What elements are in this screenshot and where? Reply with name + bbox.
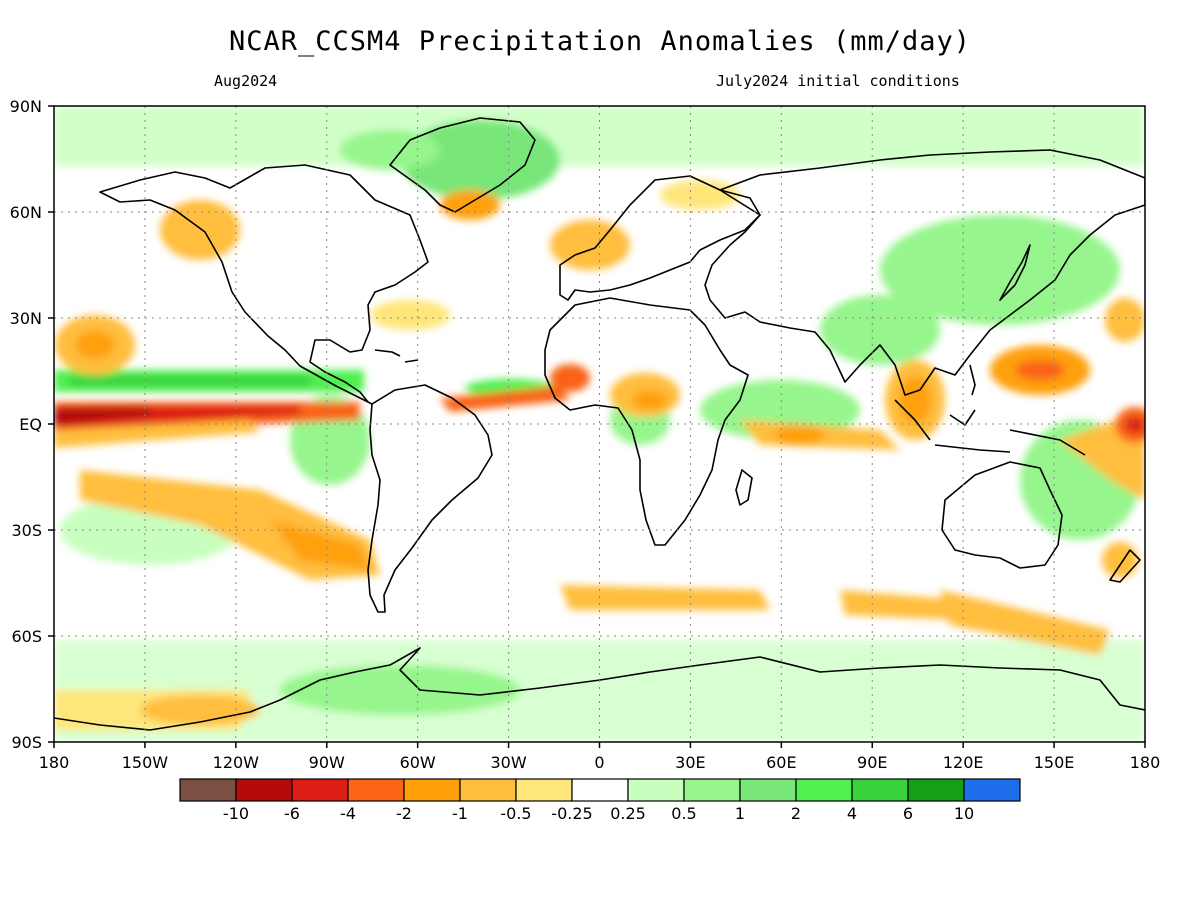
latitude-axis: 90N 60N 30N EQ 30S 60S 90S xyxy=(10,97,54,752)
lat-tick-label: 30N xyxy=(10,309,42,328)
lat-tick-label: 90S xyxy=(11,733,42,752)
lon-tick-label: 0 xyxy=(594,753,604,772)
colorbar-swatch xyxy=(907,778,965,802)
lat-tick-label: 90N xyxy=(10,97,42,116)
lon-tick-label: 180 xyxy=(1130,753,1161,772)
colorbar-swatch xyxy=(683,778,741,802)
colorbar-swatch xyxy=(571,778,629,802)
colorbar-label: -0.5 xyxy=(500,804,531,823)
colorbar-label: 2 xyxy=(791,804,801,823)
lon-tick-label: 150W xyxy=(122,753,169,772)
colorbar-swatch xyxy=(459,778,517,802)
colorbar-swatch xyxy=(291,778,349,802)
colorbar-swatch xyxy=(851,778,909,802)
lon-tick-label: 30W xyxy=(490,753,526,772)
colorbar-label: -10 xyxy=(223,804,249,823)
lon-tick-label: 90E xyxy=(857,753,887,772)
lon-tick-label: 30E xyxy=(675,753,705,772)
colorbar-label: 6 xyxy=(903,804,913,823)
colorbar-swatch xyxy=(403,778,461,802)
coastline-layer xyxy=(54,117,1145,731)
colorbar-swatch xyxy=(627,778,685,802)
colorbar-swatch xyxy=(347,778,405,802)
lat-tick-label: 30S xyxy=(11,521,42,540)
lon-tick-label: 60E xyxy=(766,753,796,772)
colorbar-label: 1 xyxy=(735,804,745,823)
longitude-axis: 180 150W 120W 90W 60W 30W 0 30E 60E 90E 120E 150E 18… xyxy=(39,742,1161,772)
lon-tick-label: 120W xyxy=(213,753,260,772)
lat-tick-label: 60S xyxy=(11,627,42,646)
lon-tick-label: 120E xyxy=(943,753,984,772)
colorbar-swatch xyxy=(963,778,1021,802)
lat-tick-label: 60N xyxy=(10,203,42,222)
colorbar-label: 0.25 xyxy=(610,804,646,823)
colorbar-swatch xyxy=(179,778,237,802)
graticule xyxy=(54,106,1145,742)
colorbar-label: 0.5 xyxy=(671,804,696,823)
colorbar-label: -1 xyxy=(452,804,468,823)
init-conditions-label: July2024 initial conditions xyxy=(716,72,960,90)
map-title: NCAR_CCSM4 Precipitation Anomalies (mm/d… xyxy=(229,26,971,57)
lon-tick-label: 60W xyxy=(400,753,436,772)
colorbar-swatch xyxy=(739,778,797,802)
colorbar-label: -4 xyxy=(340,804,356,823)
colorbar-label: 10 xyxy=(954,804,974,823)
lon-tick-label: 90W xyxy=(309,753,345,772)
colorbar-swatch xyxy=(515,778,573,802)
lat-tick-label: EQ xyxy=(19,415,42,434)
colorbar-swatch xyxy=(235,778,293,802)
colorbar-label: -6 xyxy=(284,804,300,823)
valid-month-label: Aug2024 xyxy=(214,72,278,90)
colorbar-label: -0.25 xyxy=(551,804,592,823)
colorbar-label: -2 xyxy=(396,804,412,823)
colorbar-swatch xyxy=(795,778,853,802)
colorbar-label: 4 xyxy=(847,804,857,823)
lon-tick-label: 180 xyxy=(39,753,70,772)
lon-tick-label: 150E xyxy=(1034,753,1075,772)
colorbar: -10 -6 -4 -2 -1 -0.5 -0.25 0.25 0.5 1 2 4 6 10 xyxy=(179,778,1021,823)
